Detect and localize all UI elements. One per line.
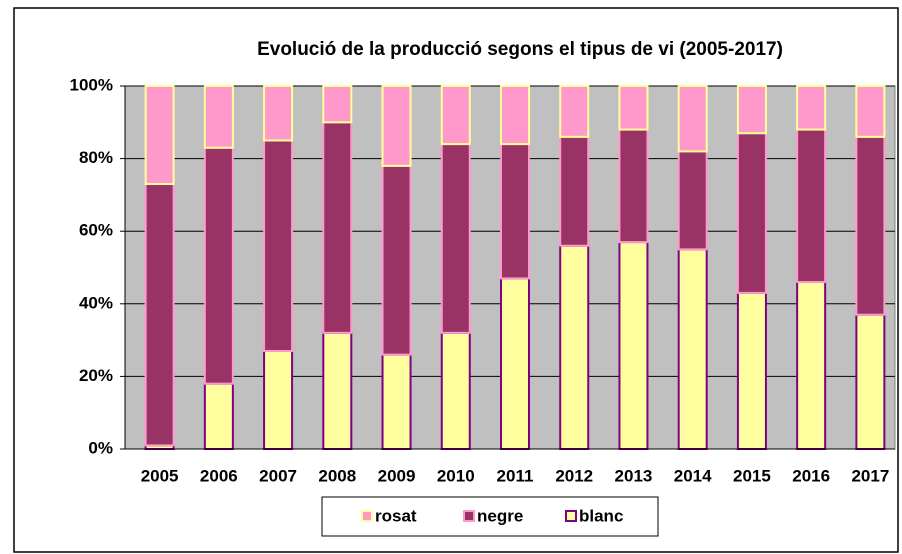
bar-segment: [263, 85, 294, 142]
bar-segment: [855, 135, 886, 316]
bar-segment: [796, 128, 827, 284]
bar-segment: [500, 85, 530, 146]
bar-segment: [736, 132, 767, 294]
bar-segment: [736, 85, 767, 135]
bar-segment: [144, 85, 175, 186]
bar-segment: [855, 313, 886, 450]
bar-segment: [500, 143, 530, 280]
bar-segment: [618, 128, 649, 244]
bar-segment: [618, 85, 649, 131]
x-tick-label: 2012: [555, 466, 593, 485]
bar-segment: [500, 277, 530, 451]
x-tick-label: 2009: [378, 466, 416, 485]
bar-segment: [736, 291, 767, 450]
x-tick-label: 2008: [318, 466, 356, 485]
x-tick-label: 2016: [792, 466, 830, 485]
legend-key: [361, 510, 373, 522]
bar-segment: [618, 241, 649, 450]
bar-segment: [440, 143, 471, 334]
y-tick-label: 40%: [79, 293, 113, 312]
legend-label: rosat: [375, 506, 417, 525]
x-tick-label: 2014: [674, 466, 712, 485]
x-tick-label: 2005: [141, 466, 179, 485]
legend-key: [565, 510, 577, 522]
x-tick-label: 2013: [615, 466, 653, 485]
bar-segment: [559, 135, 590, 247]
bar-segment: [381, 85, 412, 167]
chart-title: Evolució de la producció segons el tipus…: [257, 39, 783, 60]
bar-segment: [677, 85, 708, 153]
y-tick-label: 20%: [79, 366, 113, 385]
bar-segment: [322, 85, 353, 124]
bar-segment: [381, 164, 412, 356]
x-tick-label: 2011: [497, 466, 534, 485]
x-tick-label: 2015: [733, 466, 771, 485]
bar-segment: [855, 85, 886, 138]
bar-segment: [440, 331, 471, 450]
x-tick-label: 2010: [437, 466, 475, 485]
y-tick-label: 0%: [88, 438, 113, 457]
y-tick-label: 100%: [70, 75, 113, 94]
bar-segment: [796, 85, 827, 131]
bar-segment: [203, 382, 234, 450]
bar-segment: [322, 331, 353, 450]
bar-segment: [796, 281, 827, 450]
bar-segment: [203, 85, 234, 149]
bar-segment: [381, 353, 412, 450]
bar-segment: [440, 85, 471, 146]
bar-segment: [559, 244, 590, 450]
legend-box: [321, 496, 659, 537]
bar-segment: [203, 146, 234, 385]
bar-segment: [144, 183, 175, 447]
legend-label: blanc: [579, 506, 623, 525]
legend-label: negre: [477, 506, 523, 525]
bar-segment: [322, 121, 353, 334]
bar-segment: [677, 150, 708, 251]
x-tick-label: 2007: [259, 466, 297, 485]
y-tick-label: 80%: [79, 148, 113, 167]
bar-segment: [677, 248, 708, 450]
legend-key: [463, 510, 475, 522]
bar-segment: [559, 85, 590, 138]
bar-segment: [263, 349, 294, 450]
x-tick-label: 2017: [851, 466, 889, 485]
x-tick-label: 2006: [200, 466, 238, 485]
y-tick-label: 60%: [79, 221, 113, 240]
bar-segment: [263, 139, 294, 352]
